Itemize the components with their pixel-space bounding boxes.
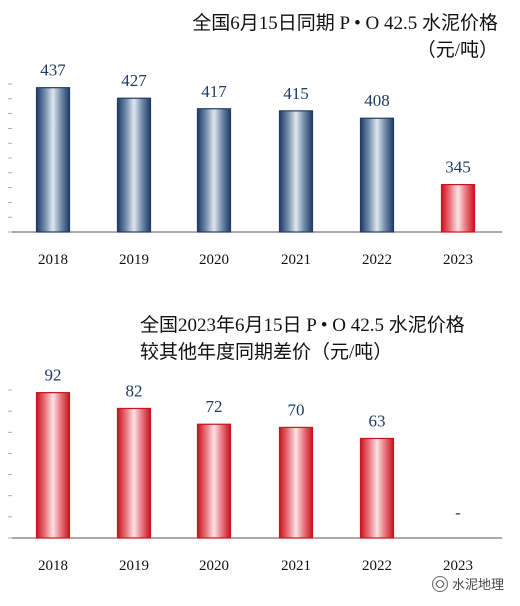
x-tick-label-2019: 2019 [119, 252, 149, 268]
data-label-2021: 70 [288, 400, 305, 419]
data-label-2018: 437 [40, 61, 66, 80]
data-label-2022: 63 [369, 411, 386, 430]
bar-2021 [278, 110, 314, 233]
x-tick-label-2023: 2023 [443, 558, 473, 574]
x-tick-label-2020: 2020 [199, 558, 229, 574]
x-tick-label-2021: 2021 [281, 252, 311, 268]
chart-2-title-line-2: 较其他年度同期差价（元/吨） [140, 342, 393, 363]
data-label-2020: 417 [201, 82, 227, 101]
watermark-text: 水泥地理 [451, 578, 504, 593]
bar-2018 [35, 392, 71, 539]
x-tick-label-2022: 2022 [362, 558, 392, 574]
x-tick-label-2021: 2021 [281, 558, 311, 574]
data-label-2019: 82 [126, 381, 143, 400]
x-tick-label-2023: 2023 [443, 252, 473, 268]
bar-2020 [196, 423, 232, 539]
data-label-2023: - [455, 503, 461, 522]
chart-2-title: 全国2023年6月15日 P • O 42.5 水泥价格 较其他年度同期差价（元… [140, 312, 465, 366]
bar-2020 [196, 108, 232, 233]
chart-1-plot: 437 2018 427 2019 417 2020 415 2021 408 2022 345 20… [8, 61, 502, 268]
bar-2023 [440, 184, 476, 233]
x-tick-label-2020: 2020 [199, 252, 229, 268]
data-label-2018: 92 [45, 366, 62, 385]
x-tick-label-2018: 2018 [38, 558, 68, 574]
data-label-2022: 408 [364, 91, 390, 110]
bar-2022 [359, 117, 395, 233]
bar-2019 [116, 97, 152, 233]
data-label-2020: 72 [206, 397, 223, 416]
x-tick-label-2022: 2022 [362, 252, 392, 268]
chart-2-plot: 92 2018 82 2019 72 2020 70 2021 63 2022 - 2023 [8, 366, 502, 574]
data-label-2021: 415 [283, 84, 309, 103]
chart-2-title-line-1: 全国2023年6月15日 P • O 42.5 水泥价格 [140, 315, 465, 336]
chart-1-title-line-2: （元/吨） [416, 40, 498, 61]
bar-2022 [359, 437, 395, 539]
data-label-2023: 345 [445, 158, 471, 177]
bar-2018 [35, 87, 71, 233]
bar-2019 [116, 407, 152, 539]
x-tick-label-2018: 2018 [38, 252, 68, 268]
watermark: 水泥地理 [431, 574, 504, 593]
x-tick-label-2019: 2019 [119, 558, 149, 574]
bar-2021 [278, 426, 314, 539]
chart-1-title: 全国6月15日同期 P • O 42.5 水泥价格 （元/吨） [192, 10, 498, 64]
data-label-2019: 427 [121, 71, 147, 90]
chart-1-title-line-1: 全国6月15日同期 P • O 42.5 水泥价格 [192, 13, 498, 34]
wechat-channel-icon [431, 575, 448, 592]
